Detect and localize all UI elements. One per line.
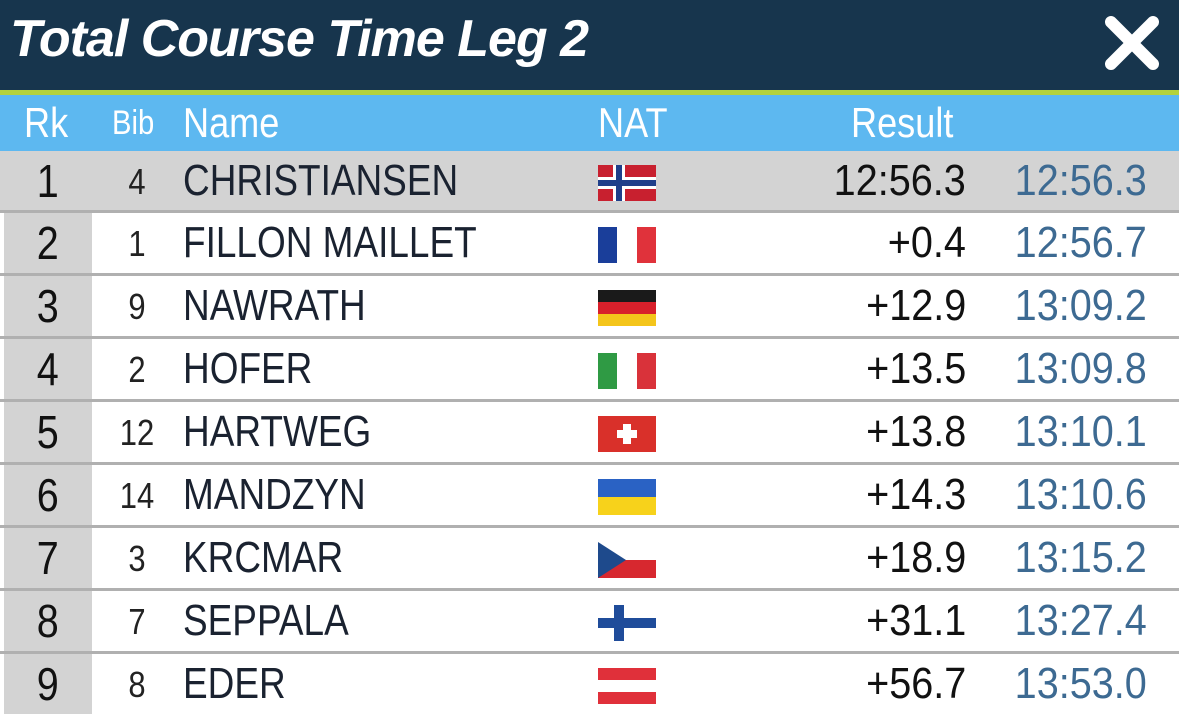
column-header-rank: Rk <box>24 99 69 146</box>
rank-cell: 8 <box>4 591 92 651</box>
athlete-name: HOFER <box>183 344 313 393</box>
close-icon[interactable] <box>1097 8 1167 78</box>
accent-divider <box>0 90 1179 95</box>
result-cell: +18.9 <box>865 533 966 582</box>
germany-flag-icon <box>598 290 656 326</box>
result-cell: +13.5 <box>865 344 966 393</box>
rank-cell: 2 <box>4 213 92 273</box>
total-time-cell: 13:09.8 <box>1014 344 1147 393</box>
table-row: 2 1 FILLON MAILLET +0.4 12:56.7 <box>0 210 1179 273</box>
table-row: 9 8 EDER +56.7 13:53.0 <box>0 651 1179 714</box>
bib-cell: 1 <box>128 223 146 264</box>
total-time-cell: 13:27.4 <box>1014 596 1147 645</box>
france-flag-icon <box>598 227 656 263</box>
finland-flag-icon <box>598 605 656 641</box>
total-time-cell: 13:10.6 <box>1014 470 1147 519</box>
table-row: 8 7 SEPPALA +31.1 13:27.4 <box>0 588 1179 651</box>
bib-cell: 12 <box>119 412 155 453</box>
table-row: 5 12 HARTWEG +13.8 13:10.1 <box>0 399 1179 462</box>
result-cell: +14.3 <box>865 470 966 519</box>
result-cell: +56.7 <box>865 659 966 708</box>
rank-cell: 5 <box>4 402 92 462</box>
rank-cell: 3 <box>4 276 92 336</box>
bib-cell: 9 <box>128 286 146 327</box>
rank-cell: 4 <box>4 339 92 399</box>
bib-cell: 4 <box>128 161 146 202</box>
result-cell: +12.9 <box>865 281 966 330</box>
bib-cell: 8 <box>128 664 146 705</box>
table-row: 4 2 HOFER +13.5 13:09.8 <box>0 336 1179 399</box>
total-time-cell: 13:10.1 <box>1014 407 1147 456</box>
table-row: 7 3 KRCMAR +18.9 13:15.2 <box>0 525 1179 588</box>
result-cell: +0.4 <box>887 218 966 267</box>
table-row: 6 14 MANDZYN +14.3 13:10.6 <box>0 462 1179 525</box>
total-time-cell: 13:15.2 <box>1014 533 1147 582</box>
athlete-name: SEPPALA <box>183 596 349 645</box>
column-header-bib: Bib <box>112 104 155 142</box>
bib-cell: 14 <box>119 475 155 516</box>
athlete-name: NAWRATH <box>183 281 366 330</box>
result-cell: +13.8 <box>865 407 966 456</box>
result-cell: 12:56.3 <box>833 156 966 205</box>
results-table: 1 4 CHRISTIANSEN 12:56.3 12:56.3 2 1 FIL… <box>0 151 1179 714</box>
table-row: 1 4 CHRISTIANSEN 12:56.3 12:56.3 <box>0 151 1179 210</box>
athlete-name: MANDZYN <box>183 470 366 519</box>
athlete-name: KRCMAR <box>183 533 344 582</box>
athlete-name: HARTWEG <box>183 407 372 456</box>
italy-flag-icon <box>598 353 656 389</box>
czech-flag-icon <box>598 542 656 578</box>
rank-cell: 9 <box>4 654 92 714</box>
rank-cell: 7 <box>4 528 92 588</box>
switzerland-flag-icon <box>598 416 656 452</box>
norway-flag-icon <box>598 165 656 201</box>
total-time-cell: 13:09.2 <box>1014 281 1147 330</box>
column-header-name: Name <box>183 99 280 146</box>
table-row: 3 9 NAWRATH +12.9 13:09.2 <box>0 273 1179 336</box>
column-header-nat: NAT <box>598 99 668 146</box>
austria-flag-icon <box>598 668 656 704</box>
bib-cell: 2 <box>128 349 146 390</box>
athlete-name: EDER <box>183 659 286 708</box>
ukraine-flag-icon <box>598 479 656 515</box>
athlete-name: CHRISTIANSEN <box>183 156 459 205</box>
total-time-cell: 13:53.0 <box>1014 659 1147 708</box>
bib-cell: 3 <box>128 538 146 579</box>
athlete-name: FILLON MAILLET <box>183 218 477 267</box>
rank-cell: 1 <box>4 151 92 210</box>
result-cell: +31.1 <box>865 596 966 645</box>
column-header-result: Result <box>851 99 954 146</box>
total-time-cell: 12:56.3 <box>1014 156 1147 205</box>
title-bar: Total Course Time Leg 2 <box>0 0 1179 90</box>
column-header-row: Rk Bib Name NAT Result <box>0 95 1179 151</box>
rank-cell: 6 <box>4 465 92 525</box>
page-title: Total Course Time Leg 2 <box>10 10 589 68</box>
total-time-cell: 12:56.7 <box>1014 218 1147 267</box>
bib-cell: 7 <box>128 601 146 642</box>
